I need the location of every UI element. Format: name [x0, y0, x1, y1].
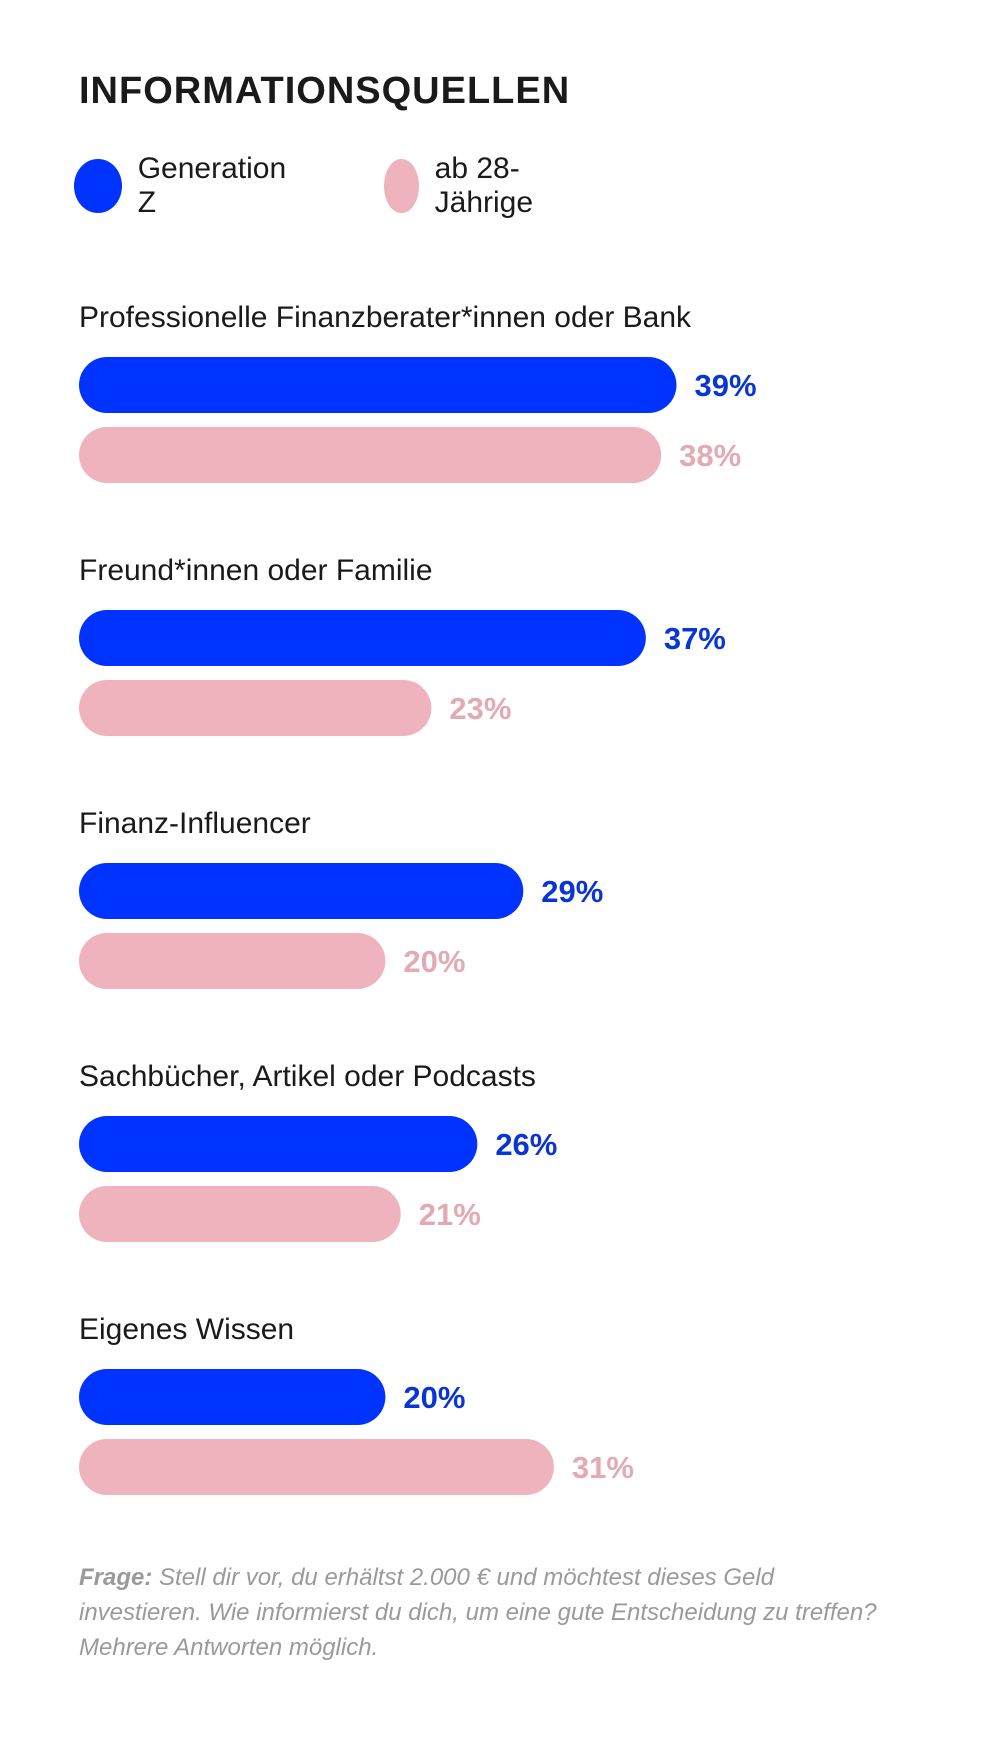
data-label: 39%	[694, 368, 756, 403]
bar-chart: Professionelle Finanzberater*innen oder …	[79, 301, 757, 1495]
footnote-lead: Frage:	[79, 1564, 153, 1591]
bar-ab-28-jaehrige	[79, 1186, 401, 1242]
data-label: 21%	[419, 1197, 481, 1232]
data-label: 31%	[572, 1450, 634, 1485]
bar-generation-z	[79, 1369, 386, 1425]
data-label: 37%	[664, 621, 726, 656]
bar-ab-28-jaehrige	[79, 427, 662, 483]
chart-title: INFORMATIONSQUELLEN	[79, 70, 571, 112]
category-label: Freund*innen oder Familie	[79, 554, 433, 587]
bar-generation-z	[79, 610, 646, 666]
data-label: 20%	[403, 1380, 465, 1415]
legend-swatch-ab-28-jaehrige	[384, 159, 419, 213]
legend-label-ab-28-jaehrige: ab 28-Jährige	[434, 152, 534, 219]
bar-generation-z	[79, 357, 677, 413]
category-label: Finanz-Influencer	[79, 807, 311, 840]
category-label: Professionelle Finanzberater*innen oder …	[79, 301, 692, 334]
footnote-text: Stell dir vor, du erhältst 2.000 € und m…	[79, 1564, 877, 1661]
bar-ab-28-jaehrige	[79, 680, 432, 736]
data-label: 38%	[679, 438, 741, 473]
data-label: 23%	[449, 691, 511, 726]
legend-item-ab-28-jaehrige: ab 28-Jährige	[384, 152, 552, 219]
data-label: 20%	[403, 944, 465, 979]
legend-item-generation-z: Generation Z	[74, 152, 292, 219]
bar-generation-z	[79, 1116, 478, 1172]
legend-swatch-generation-z	[74, 159, 122, 213]
legend-label-generation-z: Generation Z	[137, 152, 287, 219]
category-label: Sachbücher, Artikel oder Podcasts	[79, 1060, 536, 1093]
footnote: Frage: Stell dir vor, du erhältst 2.000 …	[79, 1560, 899, 1665]
data-label: 26%	[495, 1127, 557, 1162]
bar-ab-28-jaehrige	[79, 1439, 554, 1495]
bar-generation-z	[79, 863, 524, 919]
category-label: Eigenes Wissen	[79, 1313, 294, 1346]
bar-ab-28-jaehrige	[79, 933, 386, 989]
data-label: 29%	[541, 874, 603, 909]
